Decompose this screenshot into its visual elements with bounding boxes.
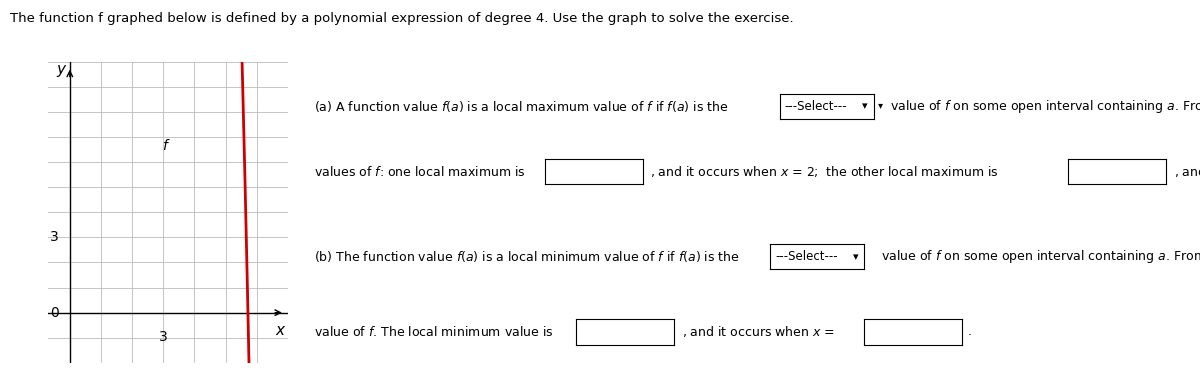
Text: ---Select---: ---Select--- (775, 250, 838, 263)
Text: values of $f$: one local maximum is: values of $f$: one local maximum is (314, 165, 527, 179)
Text: 3: 3 (50, 230, 59, 244)
Text: f: f (162, 139, 167, 152)
Text: (b) The function value $f$($a$) is a local minimum value of $f$ if $f$($a$) is t: (b) The function value $f$($a$) is a loc… (314, 249, 740, 264)
Text: ▾: ▾ (875, 101, 883, 111)
Text: x: x (276, 323, 284, 338)
Text: y: y (56, 62, 65, 77)
Text: 3: 3 (158, 330, 168, 344)
Text: ---Select---: ---Select--- (785, 100, 847, 113)
Text: 0: 0 (50, 306, 59, 320)
Text: .: . (967, 325, 971, 339)
Text: value of $f$ on some open interval containing $a$. From the graph of $f$ we see : value of $f$ on some open interval conta… (881, 248, 1200, 265)
Text: , and it occurs when $x$ =: , and it occurs when $x$ = (1174, 164, 1200, 179)
Text: , and it occurs when $x$ = 2;  the other local maximum is: , and it occurs when $x$ = 2; the other … (650, 164, 1000, 179)
Text: ▾: ▾ (863, 101, 868, 111)
Text: , and it occurs when $x$ =: , and it occurs when $x$ = (682, 325, 835, 339)
Text: The function f graphed below is defined by a polynomial expression of degree 4. : The function f graphed below is defined … (10, 12, 793, 25)
Text: (a) A function value $f$($a$) is a local maximum value of $f$ if $f$($a$) is the: (a) A function value $f$($a$) is a local… (314, 99, 728, 113)
Text: value of $f$ on some open interval containing $a$. From the graph of $f$ we see : value of $f$ on some open interval conta… (890, 98, 1200, 115)
Text: value of $f$. The local minimum value is: value of $f$. The local minimum value is (314, 325, 554, 339)
Text: ▾: ▾ (853, 252, 858, 262)
